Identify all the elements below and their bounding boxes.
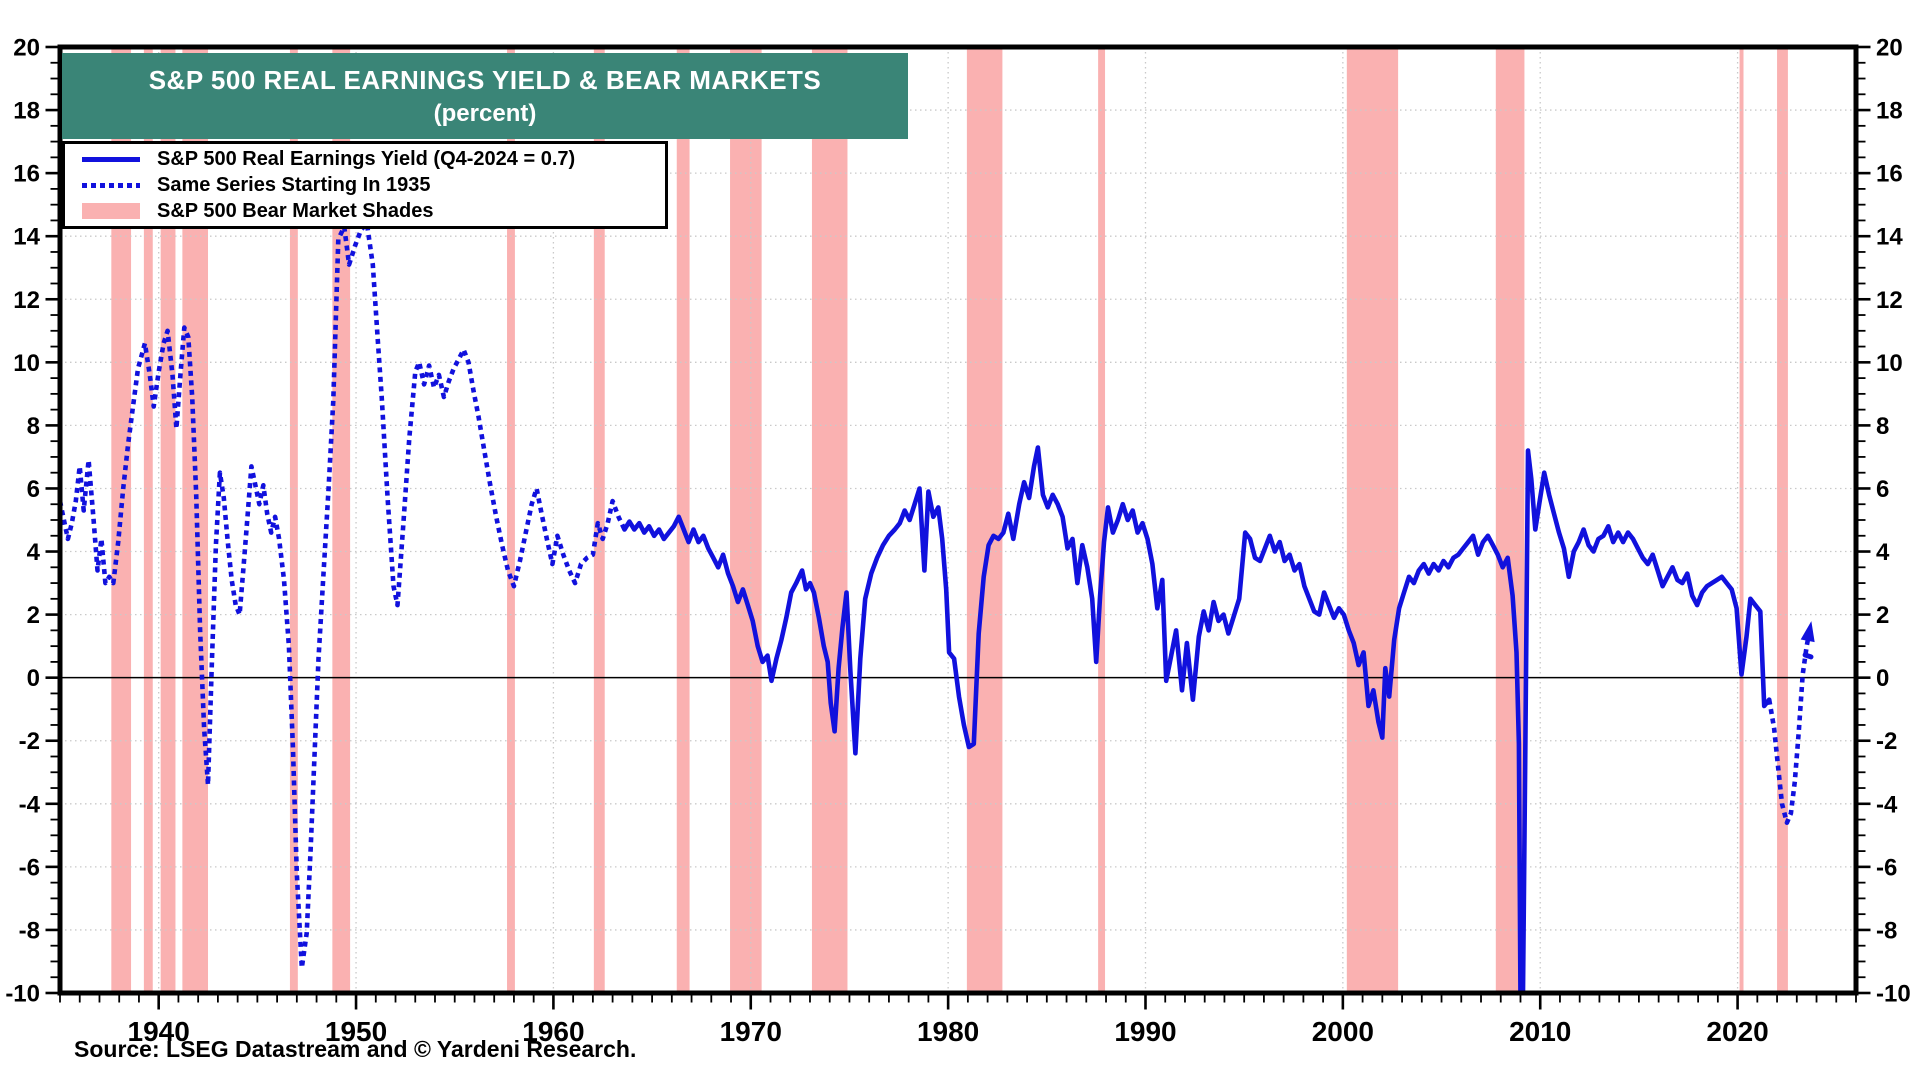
chart-subtitle: (percent) <box>433 99 537 127</box>
x-axis-label: 1960 <box>522 1016 584 1047</box>
y-axis-label-right: 18 <box>1876 98 1903 125</box>
legend-label: Same Series Starting In 1935 <box>157 173 431 196</box>
bear-market-band <box>332 47 351 993</box>
source-note: Source: LSEG Datastream and © Yardeni Re… <box>74 1036 637 1062</box>
y-axis-label-left: 6 <box>27 476 40 503</box>
bear-market-band <box>1739 47 1744 993</box>
series-line-1 <box>622 445 1772 993</box>
band-swatch-icon <box>65 203 157 219</box>
series-line-0 <box>60 221 627 971</box>
y-axis-label-left: 18 <box>13 98 40 125</box>
y-axis-label-right: -2 <box>1876 728 1897 755</box>
x-axis-label: 1980 <box>917 1016 979 1047</box>
y-axis-label-left: 14 <box>13 224 40 251</box>
bear-market-band <box>730 47 762 993</box>
y-axis-label-right: 2 <box>1876 602 1889 629</box>
y-axis-label-right: 20 <box>1876 35 1903 62</box>
y-axis-label-left: -4 <box>19 791 41 818</box>
y-axis-label-left: 2 <box>27 602 40 629</box>
legend-label: S&P 500 Bear Market Shades <box>157 199 434 222</box>
x-axis-label: 2020 <box>1706 1016 1768 1047</box>
x-axis-label: 1990 <box>1114 1016 1176 1047</box>
bear-market-band <box>1098 47 1106 993</box>
x-axis-label: 1940 <box>128 1016 190 1047</box>
y-axis-label-right: -10 <box>1876 981 1911 1008</box>
y-axis-label-right: 4 <box>1876 539 1890 566</box>
x-axis-label: 2000 <box>1312 1016 1374 1047</box>
chart-title-bar: S&P 500 REAL EARNINGS YIELD & BEAR MARKE… <box>62 53 908 139</box>
plot-frame <box>57 44 1859 996</box>
x-axis-label: 2010 <box>1509 1016 1571 1047</box>
y-axis-label-left: -10 <box>5 981 40 1008</box>
y-axis-label-left: 12 <box>13 287 40 314</box>
y-axis-label-left: 4 <box>27 539 41 566</box>
legend-item-real-earnings-yield: S&P 500 Real Earnings Yield (Q4-2024 = 0… <box>65 146 665 172</box>
dotted-line-swatch-icon <box>65 182 157 188</box>
y-axis-label-right: 8 <box>1876 413 1889 440</box>
y-axis-label-left: -2 <box>19 728 40 755</box>
y-axis-label-left: 0 <box>27 665 40 692</box>
y-axis-label-right: 14 <box>1876 224 1903 251</box>
bear-market-band <box>593 47 605 993</box>
series-line-3 <box>1802 652 1814 660</box>
y-axis-label-left: 8 <box>27 413 40 440</box>
x-axis-label: 1970 <box>720 1016 782 1047</box>
bear-market-band <box>676 47 690 993</box>
x-axis-label: 1950 <box>325 1016 387 1047</box>
bear-market-band <box>507 47 515 993</box>
y-axis-label-right: 10 <box>1876 350 1903 377</box>
legend-item-series-1935: Same Series Starting In 1935 <box>65 172 665 198</box>
y-axis-label-left: -6 <box>19 854 40 881</box>
y-axis-label-right: 16 <box>1876 161 1903 188</box>
series-line-2 <box>1766 629 1812 826</box>
y-axis-label-right: -4 <box>1876 791 1898 818</box>
y-axis-label-right: -6 <box>1876 854 1897 881</box>
bear-market-band <box>160 47 176 993</box>
y-axis-label-right: -8 <box>1876 917 1897 944</box>
bear-market-band <box>811 47 848 993</box>
bear-market-band <box>289 47 298 993</box>
bear-market-band <box>1777 47 1788 993</box>
y-axis-label-left: 20 <box>13 35 40 62</box>
y-axis-label-right: 0 <box>1876 665 1889 692</box>
bear-market-band <box>966 47 1003 993</box>
y-axis-label-right: 6 <box>1876 476 1889 503</box>
bear-market-band <box>111 47 132 993</box>
chart-title: S&P 500 REAL EARNINGS YIELD & BEAR MARKE… <box>148 64 822 95</box>
y-axis-label-right: 12 <box>1876 287 1903 314</box>
bear-market-band <box>143 47 153 993</box>
y-axis-label-left: 16 <box>13 161 40 188</box>
series-end-arrow-icon <box>1800 621 1815 643</box>
chart-legend: S&P 500 Real Earnings Yield (Q4-2024 = 0… <box>62 141 668 229</box>
y-axis-label-left: -8 <box>19 917 40 944</box>
legend-item-bear-market-shades: S&P 500 Bear Market Shades <box>65 198 665 224</box>
bear-market-band <box>1346 47 1399 993</box>
solid-line-swatch-icon <box>65 156 157 162</box>
y-axis-label-left: 10 <box>13 350 40 377</box>
legend-label: S&P 500 Real Earnings Yield (Q4-2024 = 0… <box>157 147 576 170</box>
